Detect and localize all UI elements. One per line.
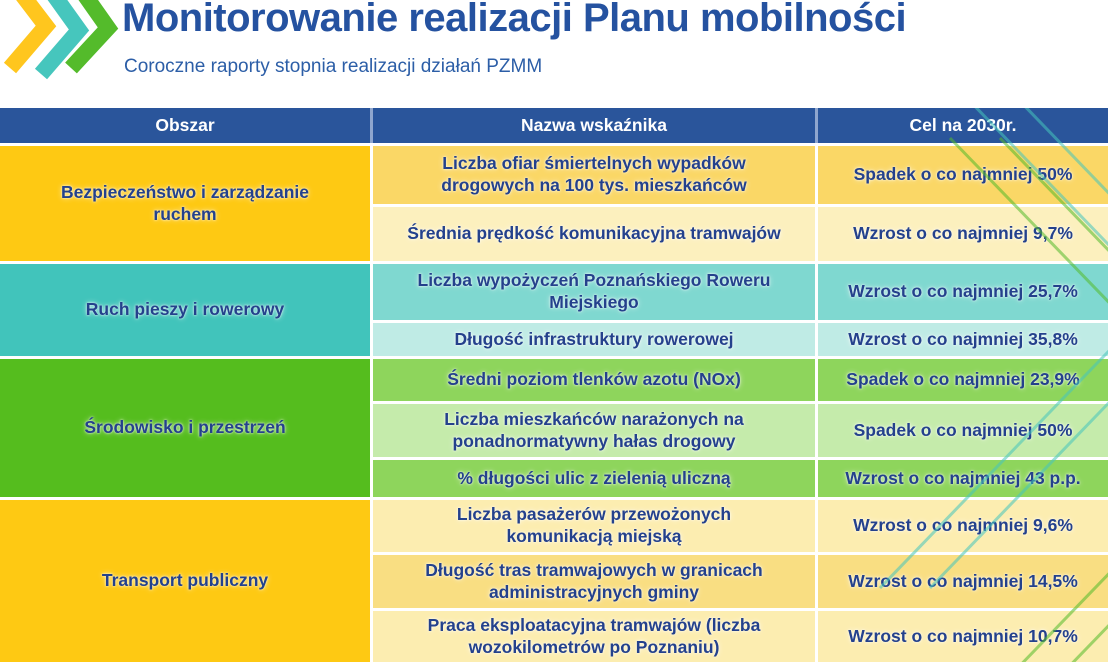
- target-cell-3-1: Spadek o co najmniej 23,9%: [818, 359, 1108, 401]
- indicator-cell-3-3: % długości ulic z zielenią uliczną: [373, 460, 815, 497]
- area-cell-ruch-pieszy: Ruch pieszy i rowerowy: [0, 264, 370, 356]
- target-cell-4-1: Wzrost o co najmniej 9,6%: [818, 500, 1108, 552]
- triple-chevron-icon: [3, 0, 119, 80]
- area-cell-transport-publiczny: Transport publiczny: [0, 500, 370, 662]
- indicator-cell-4-3: Praca eksploatacyjna tramwajów (liczba w…: [373, 611, 815, 662]
- indicators-table: Obszar Nazwa wskaźnika Cel na 2030r. Bez…: [0, 108, 1108, 662]
- indicator-cell-1-2: Średnia prędkość komunikacyjna tramwajów: [373, 207, 815, 261]
- area-cell-bezpieczenstwo: Bezpieczeństwo i zarządzanie ruchem: [0, 146, 370, 261]
- slide-header: Monitorowanie realizacji Planu mobilnośc…: [0, 0, 1108, 108]
- target-cell-2-2: Wzrost o co najmniej 35,8%: [818, 323, 1108, 356]
- logo-chevron-teal-icon: [34, 0, 90, 80]
- indicator-cell-1-1: Liczba ofiar śmiertelnych wypadków drogo…: [373, 146, 815, 204]
- indicator-cell-4-2: Długość tras tramwajowych w granicach ad…: [373, 555, 815, 608]
- target-cell-3-2: Spadek o co najmniej 50%: [818, 404, 1108, 457]
- column-header-obszar: Obszar: [0, 108, 373, 143]
- page-title: Monitorowanie realizacji Planu mobilnośc…: [122, 0, 907, 40]
- target-cell-4-3: Wzrost o co najmniej 10,7%: [818, 611, 1108, 662]
- target-cell-3-3: Wzrost o co najmniej 43 p.p.: [818, 460, 1108, 497]
- target-cell-2-1: Wzrost o co najmniej 25,7%: [818, 264, 1108, 320]
- indicator-cell-2-1: Liczba wypożyczeń Poznańskiego Roweru Mi…: [373, 264, 815, 320]
- indicator-cell-2-2: Długość infrastruktury rowerowej: [373, 323, 815, 356]
- target-cell-1-1: Spadek o co najmniej 50%: [818, 146, 1108, 204]
- column-header-nazwa-wskaznika: Nazwa wskaźnika: [373, 108, 818, 143]
- area-cell-srodowisko: Środowisko i przestrzeń: [0, 359, 370, 497]
- page-subtitle: Coroczne raporty stopnia realizacji dzia…: [124, 56, 543, 77]
- logo-chevron-yellow-icon: [3, 0, 57, 74]
- column-header-cel-2030: Cel na 2030r.: [818, 108, 1108, 143]
- logo-chevron-green-icon: [65, 0, 119, 74]
- indicator-cell-3-2: Liczba mieszkańców narażonych na ponadno…: [373, 404, 815, 457]
- indicator-cell-3-1: Średni poziom tlenków azotu (NOx): [373, 359, 815, 401]
- indicator-cell-4-1: Liczba pasażerów przewożonych komunikacj…: [373, 500, 815, 552]
- logo: [0, 0, 120, 92]
- target-cell-1-2: Wzrost o co najmniej 9,7%: [818, 207, 1108, 261]
- target-cell-4-2: Wzrost o co najmniej 14,5%: [818, 555, 1108, 608]
